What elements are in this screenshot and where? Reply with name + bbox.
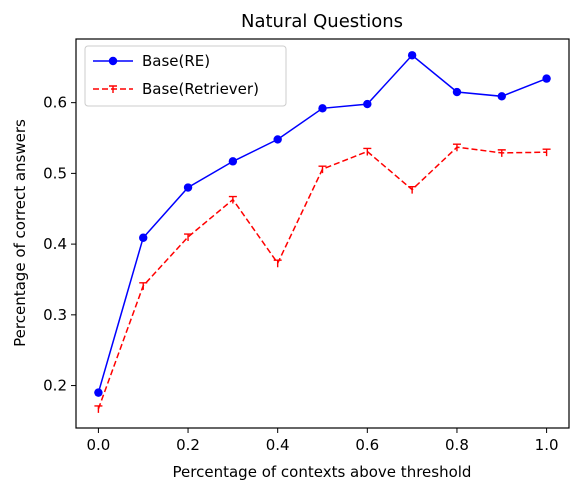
y-tick-label: 0.6 [43,94,67,112]
x-tick-label: 0.2 [176,436,200,454]
y-axis-ticks: 0.2 0.3 0.4 0.5 0.6 [43,94,76,395]
x-tick-label: 1.0 [535,436,559,454]
data-point-base-retriever [139,282,148,290]
data-point-base-retriever [408,185,417,194]
data-point-base-retriever [363,147,372,156]
y-tick-label: 0.3 [43,306,67,324]
data-point-base-re [94,388,103,397]
data-point-base-re [497,92,506,101]
y-tick-label: 0.2 [43,377,67,395]
data-point-base-re [542,74,551,83]
x-tick-label: 0.0 [86,436,110,454]
x-tick-label: 0.8 [445,436,469,454]
legend-box [84,45,287,107]
chart-title: Natural Questions [241,11,403,32]
data-point-base-re [407,51,417,60]
x-tick-label: 0.6 [355,436,379,454]
legend: Base(RE) Base(Retriever) [84,45,287,107]
plot-area [75,38,570,429]
y-tick-label: 0.5 [43,164,67,182]
data-point-base-re [318,104,327,113]
data-point-base-retriever [228,195,237,204]
data-point-base-retriever [542,148,551,157]
data-point-base-retriever [497,149,506,157]
y-tick-label: 0.4 [43,235,67,253]
data-point-base-re [452,87,462,97]
data-point-base-re [139,233,148,242]
x-tick-label: 0.4 [266,436,290,454]
data-point-base-re [228,157,238,166]
legend-label-base-retriever: Base(Retriever) [142,80,259,98]
data-point-base-retriever [452,143,461,152]
series-layer [94,51,551,413]
y-axis-label: Percentage of correct answers [11,119,29,347]
data-point-base-retriever [94,405,103,413]
data-point-base-retriever [273,259,282,268]
x-axis-label: Percentage of contexts above threshold [173,463,472,481]
data-point-base-retriever [318,165,327,174]
legend-marker-base-re [108,56,118,66]
data-point-base-retriever [184,233,193,242]
data-point-base-re [363,99,372,109]
legend-marker-base-retriever [109,85,117,93]
x-axis-ticks: 0.0 0.2 0.4 0.6 0.8 1.0 [86,428,559,454]
data-point-base-re [183,183,193,192]
data-point-base-re [273,135,282,144]
legend-label-base-re: Base(RE) [142,52,210,70]
